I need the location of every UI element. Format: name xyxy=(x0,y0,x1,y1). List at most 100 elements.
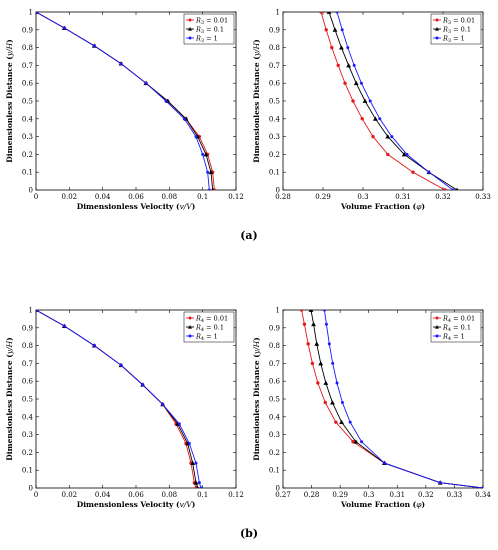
data-point xyxy=(323,400,327,405)
data-point xyxy=(144,81,148,85)
y-tick-label: 0.1 xyxy=(22,467,33,475)
legend-label: R4 = 1 xyxy=(442,332,465,342)
data-point xyxy=(211,187,215,190)
data-point xyxy=(187,442,191,445)
series-0 xyxy=(36,310,198,488)
x-tick-label: 0.33 xyxy=(475,193,491,201)
legend-label: R4 = 0.1 xyxy=(442,323,471,333)
y-tick-label: 0.5 xyxy=(269,396,280,404)
data-point xyxy=(451,188,455,190)
plot-area xyxy=(299,310,483,488)
y-tick-label: 0.4 xyxy=(269,413,281,421)
legend-label: R3 = 1 xyxy=(195,34,218,44)
plot-area xyxy=(36,310,203,488)
legend-label: R3 = 1 xyxy=(442,34,465,44)
data-point xyxy=(351,99,355,103)
data-point xyxy=(207,188,211,190)
y-axis-label: Dimensionless Distance (y/H) xyxy=(5,39,14,162)
series-line xyxy=(36,310,197,488)
data-point xyxy=(182,117,186,121)
figure-caption: (a) xyxy=(240,229,258,242)
x-tick-label: 0.31 xyxy=(389,491,405,499)
data-point xyxy=(340,28,344,32)
data-point xyxy=(324,28,328,32)
data-point xyxy=(330,400,335,405)
series-line xyxy=(36,12,210,190)
y-tick-label: 0.6 xyxy=(22,378,34,386)
x-tick-label: 0 xyxy=(34,193,38,201)
data-point xyxy=(352,63,356,67)
chart-a-right: 0.28 0.29 0.3 0.31 0.32 0.33 0 0.1 0.2 0.3 0.4 0.5 0… xyxy=(252,9,491,212)
data-point xyxy=(322,310,326,312)
data-point xyxy=(390,135,394,139)
data-point xyxy=(336,63,340,68)
x-tick-label: 0.08 xyxy=(162,193,178,201)
legend-swatch-marker xyxy=(435,334,439,338)
legend-label: R4 = 0.1 xyxy=(195,323,224,333)
series-2 xyxy=(335,12,455,190)
x-tick-label: 0.1 xyxy=(197,491,208,499)
data-point xyxy=(201,152,205,156)
data-point xyxy=(141,383,145,387)
data-point xyxy=(401,152,407,157)
y-tick-label: 0.6 xyxy=(22,80,34,88)
x-axis-label: Dimensionless Velocity (v/V) xyxy=(77,500,196,509)
data-point xyxy=(359,81,363,85)
data-point xyxy=(316,381,320,385)
data-point xyxy=(36,12,38,14)
data-point xyxy=(62,26,66,30)
legend-label: R3 = 0.01 xyxy=(442,16,475,26)
data-point xyxy=(481,486,483,488)
y-tick-label: 0.5 xyxy=(22,396,33,404)
chart-b-left: 0 0.02 0.04 0.06 0.08 0.1 0.12 0 0.1 0.2 0.3 0.4 0.5… xyxy=(5,307,244,510)
y-tick-label: 0.7 xyxy=(269,62,280,70)
x-tick-label: 0.02 xyxy=(62,491,78,499)
y-tick-label: 0.7 xyxy=(22,360,33,368)
data-point xyxy=(164,99,168,103)
y-tick-label: 0 xyxy=(29,187,33,195)
y-tick-label: 0.3 xyxy=(22,431,33,439)
data-point xyxy=(314,341,320,346)
x-tick-label: 0.04 xyxy=(95,193,111,201)
x-tick-label: 0.33 xyxy=(447,491,463,499)
figure-caption: (b) xyxy=(240,527,258,540)
data-point xyxy=(119,363,123,367)
plot-area xyxy=(319,12,459,190)
y-tick-label: 0.4 xyxy=(22,115,34,123)
y-tick-label: 0.1 xyxy=(22,169,33,177)
data-point xyxy=(299,310,304,312)
y-tick-label: 0.9 xyxy=(22,324,33,332)
series-line xyxy=(36,310,199,488)
data-point xyxy=(411,170,415,174)
legend-swatch-marker xyxy=(435,316,439,320)
data-point xyxy=(161,402,165,406)
y-axis-label: Dimensionless Distance (y/H) xyxy=(252,39,261,162)
x-tick-label: 0.27 xyxy=(275,491,291,499)
series-line xyxy=(320,12,446,190)
data-point xyxy=(306,342,310,346)
data-point xyxy=(334,420,338,424)
chart-a-left: 0 0.02 0.04 0.06 0.08 0.1 0.12 0 0.1 0.2 0.3 0.4 0.5… xyxy=(5,9,244,212)
data-point xyxy=(382,461,386,465)
data-point xyxy=(405,152,409,156)
y-tick-label: 0.6 xyxy=(269,378,281,386)
data-point xyxy=(318,361,324,366)
data-point xyxy=(193,480,199,485)
y-tick-label: 0 xyxy=(29,485,33,493)
data-point xyxy=(335,12,339,14)
data-point xyxy=(194,461,198,465)
legend-swatch-marker xyxy=(188,36,192,40)
series-1 xyxy=(36,310,200,488)
legend-swatch-marker xyxy=(435,27,439,31)
x-tick-label: 0.04 xyxy=(95,491,111,499)
x-tick-label: 0.08 xyxy=(162,491,178,499)
x-tick-label: 0.29 xyxy=(315,193,331,201)
data-point xyxy=(368,99,372,103)
series-2 xyxy=(322,310,483,488)
y-tick-label: 0 xyxy=(276,485,280,493)
y-tick-label: 1 xyxy=(29,307,33,315)
x-tick-label: 0 xyxy=(34,491,38,499)
